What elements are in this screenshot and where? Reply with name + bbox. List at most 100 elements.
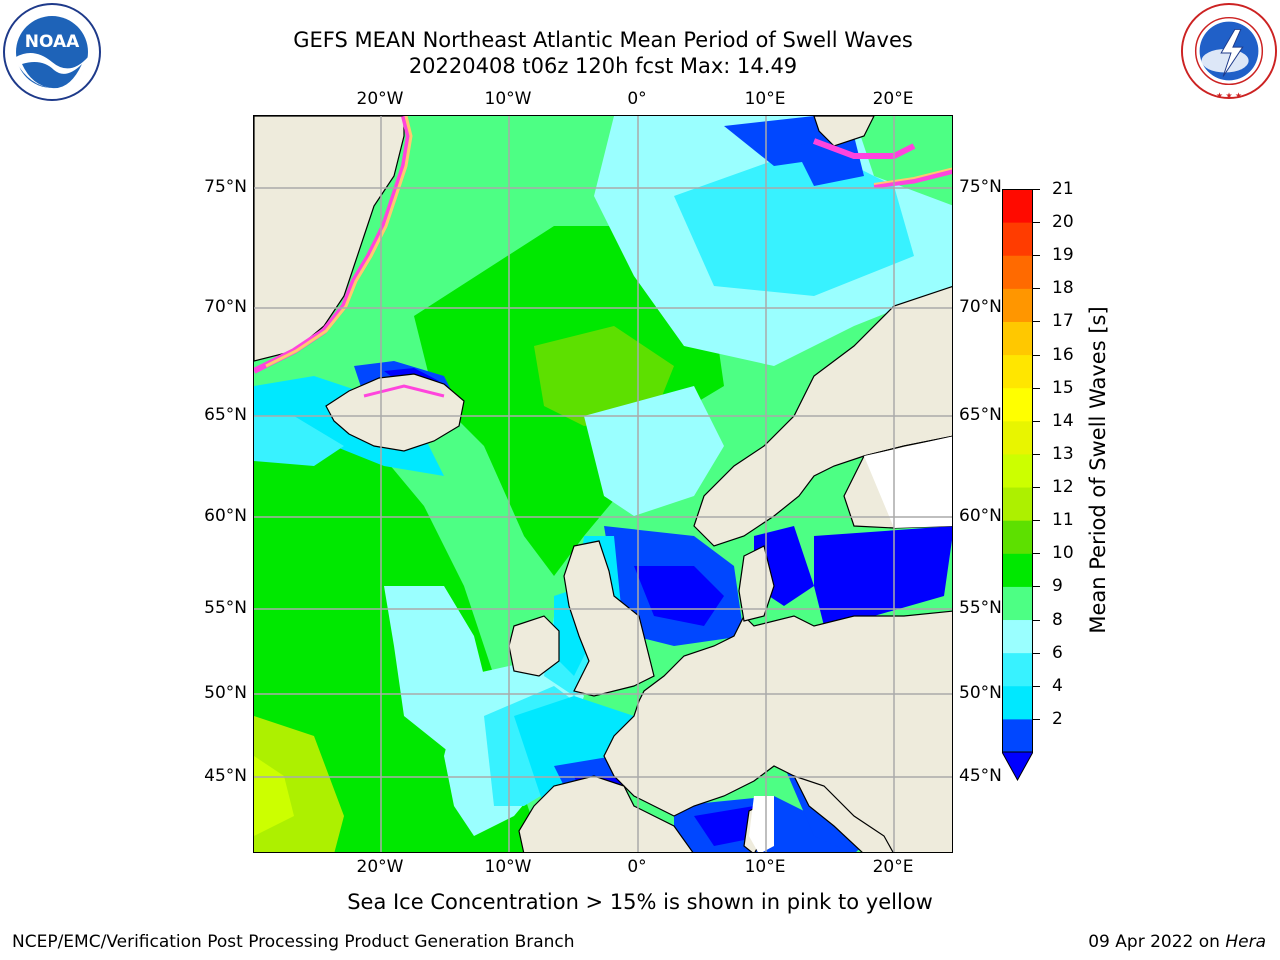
lon-tick-top: 10°W: [484, 89, 532, 109]
colorbar-title: Mean Period of Swell Waves [s]: [1086, 306, 1110, 634]
svalbard: [813, 116, 875, 147]
swell-zone-8s-norwegian-sea: [584, 386, 724, 516]
swell-period-map: [253, 115, 953, 853]
colorbar-segment: [1002, 619, 1033, 654]
footer-date-text: 09 Apr 2022 on: [1088, 932, 1226, 952]
colorbar-tick-mark: [1033, 453, 1040, 455]
colorbar-tick-label: 4: [1052, 675, 1063, 696]
lon-tick-top: 20°E: [872, 89, 914, 109]
colorbar-segment: [1002, 553, 1033, 587]
colorbar-tick-label: 9: [1052, 576, 1063, 597]
colorbar-tick-mark: [1033, 520, 1040, 522]
lat-tick-right: 55°N: [959, 598, 1002, 618]
colorbar-segment: [1002, 222, 1033, 256]
lon-tick-top: 20°W: [356, 89, 404, 109]
lat-tick-left: 45°N: [204, 766, 247, 786]
sea-ice-note: Sea Ice Concentration > 15% is shown in …: [347, 890, 933, 914]
colorbar-tick-label: 12: [1052, 477, 1074, 498]
lat-tick-left: 65°N: [204, 405, 247, 425]
colorbar-tick-label: 2: [1052, 708, 1063, 729]
colorbar-segment: [1002, 189, 1033, 223]
lon-tick-top: 0°: [627, 89, 647, 109]
colorbar-tick-label: 20: [1052, 212, 1074, 233]
lon-tick-bottom: 0°: [627, 857, 647, 877]
footer-credit: NCEP/EMC/Verification Post Processing Pr…: [12, 932, 575, 952]
colorbar-segment: [1002, 487, 1033, 521]
svg-text:★ ★ ★: ★ ★ ★: [1216, 91, 1242, 100]
colorbar-tick-mark: [1033, 189, 1040, 190]
colorbar-tick-label: 16: [1052, 344, 1074, 365]
colorbar-tick-label: 13: [1052, 443, 1074, 464]
colorbar-tick-mark: [1033, 354, 1040, 356]
map-subtitle: 20220408 t06z 120h fcst Max: 14.49: [408, 54, 798, 78]
colorbar-tick-label: 17: [1052, 311, 1074, 332]
lat-tick-right: 45°N: [959, 766, 1002, 786]
lon-tick-bottom: 20°W: [356, 857, 404, 877]
colorbar-tick-mark: [1033, 487, 1040, 489]
colorbar-tick-label: 6: [1052, 642, 1063, 663]
noaa-logo-icon: NOAA: [3, 3, 101, 101]
lat-tick-right: 50°N: [959, 683, 1002, 703]
lat-tick-right: 70°N: [959, 297, 1002, 317]
colorbar-tick-mark: [1033, 288, 1040, 290]
lon-tick-bottom: 20°E: [872, 857, 914, 877]
colorbar-tick-mark: [1033, 685, 1040, 687]
map-title: GEFS MEAN Northeast Atlantic Mean Period…: [293, 28, 913, 52]
noaa-logo-text: NOAA: [25, 32, 80, 52]
colorbar-tick-label: 18: [1052, 278, 1074, 299]
colorbar-tick-label: 8: [1052, 609, 1063, 630]
no-data-gulf-of-bothnia: [864, 436, 952, 528]
colorbar: [1002, 189, 1033, 781]
colorbar-tick-mark: [1033, 420, 1040, 422]
great-britain: [563, 540, 655, 697]
colorbar-segment: [1002, 718, 1033, 753]
colorbar-segment: [1002, 288, 1033, 322]
lat-tick-right: 60°N: [959, 506, 1002, 526]
swell-zone-14s: [254, 756, 294, 836]
sea-ice-edge-svalbard: [812, 138, 916, 159]
colorbar-segment: [1002, 321, 1033, 356]
colorbar-segment: [1002, 354, 1033, 389]
ireland: [508, 615, 560, 677]
lat-tick-left: 50°N: [204, 683, 247, 703]
lat-tick-left: 70°N: [204, 297, 247, 317]
colorbar-tick-mark: [1033, 652, 1040, 654]
colorbar-tick-mark: [1033, 718, 1040, 720]
colorbar-tick-label: 21: [1052, 179, 1074, 199]
lat-tick-right: 75°N: [959, 177, 1002, 197]
colorbar-segment: [1002, 685, 1033, 720]
colorbar-segment: [1002, 453, 1033, 488]
colorbar-tick-mark: [1033, 255, 1040, 257]
colorbar-tick-mark: [1033, 619, 1040, 621]
lon-tick-top: 10°E: [744, 89, 786, 109]
colorbar-frame: [1002, 189, 1033, 753]
colorbar-segment: [1002, 652, 1033, 687]
colorbar-segment: [1002, 520, 1033, 554]
lon-tick-bottom: 10°W: [484, 857, 532, 877]
colorbar-tick-mark: [1033, 387, 1040, 389]
colorbar-tick-label: 15: [1052, 377, 1074, 398]
italy: [792, 774, 894, 852]
colorbar-tick-label: 10: [1052, 543, 1074, 564]
footer-host: Hera: [1225, 932, 1266, 952]
lat-tick-left: 55°N: [204, 598, 247, 618]
colorbar-tick-label: 11: [1052, 510, 1074, 531]
colorbar-tick-label: 14: [1052, 410, 1074, 431]
colorbar-segment: [1002, 586, 1033, 621]
colorbar-segment: [1002, 387, 1033, 422]
colorbar-tick-mark: [1033, 222, 1040, 224]
colorbar-tick-mark: [1033, 586, 1040, 588]
colorbar-tick-label: 19: [1052, 245, 1074, 266]
lat-tick-left: 75°N: [204, 177, 247, 197]
colorbar-extend-arrow: [1002, 751, 1033, 781]
colorbar-tick-mark: [1033, 321, 1040, 323]
iberia: [518, 775, 694, 852]
lat-tick-right: 65°N: [959, 405, 1002, 425]
lat-tick-left: 60°N: [204, 506, 247, 526]
nws-logo-icon: ★ ★ ★: [1180, 2, 1278, 100]
lon-tick-bottom: 10°E: [744, 857, 786, 877]
colorbar-tick-mark: [1033, 553, 1040, 555]
colorbar-segment: [1002, 255, 1033, 289]
footer-date: 09 Apr 2022 on Hera: [1088, 932, 1266, 952]
colorbar-segment: [1002, 420, 1033, 455]
